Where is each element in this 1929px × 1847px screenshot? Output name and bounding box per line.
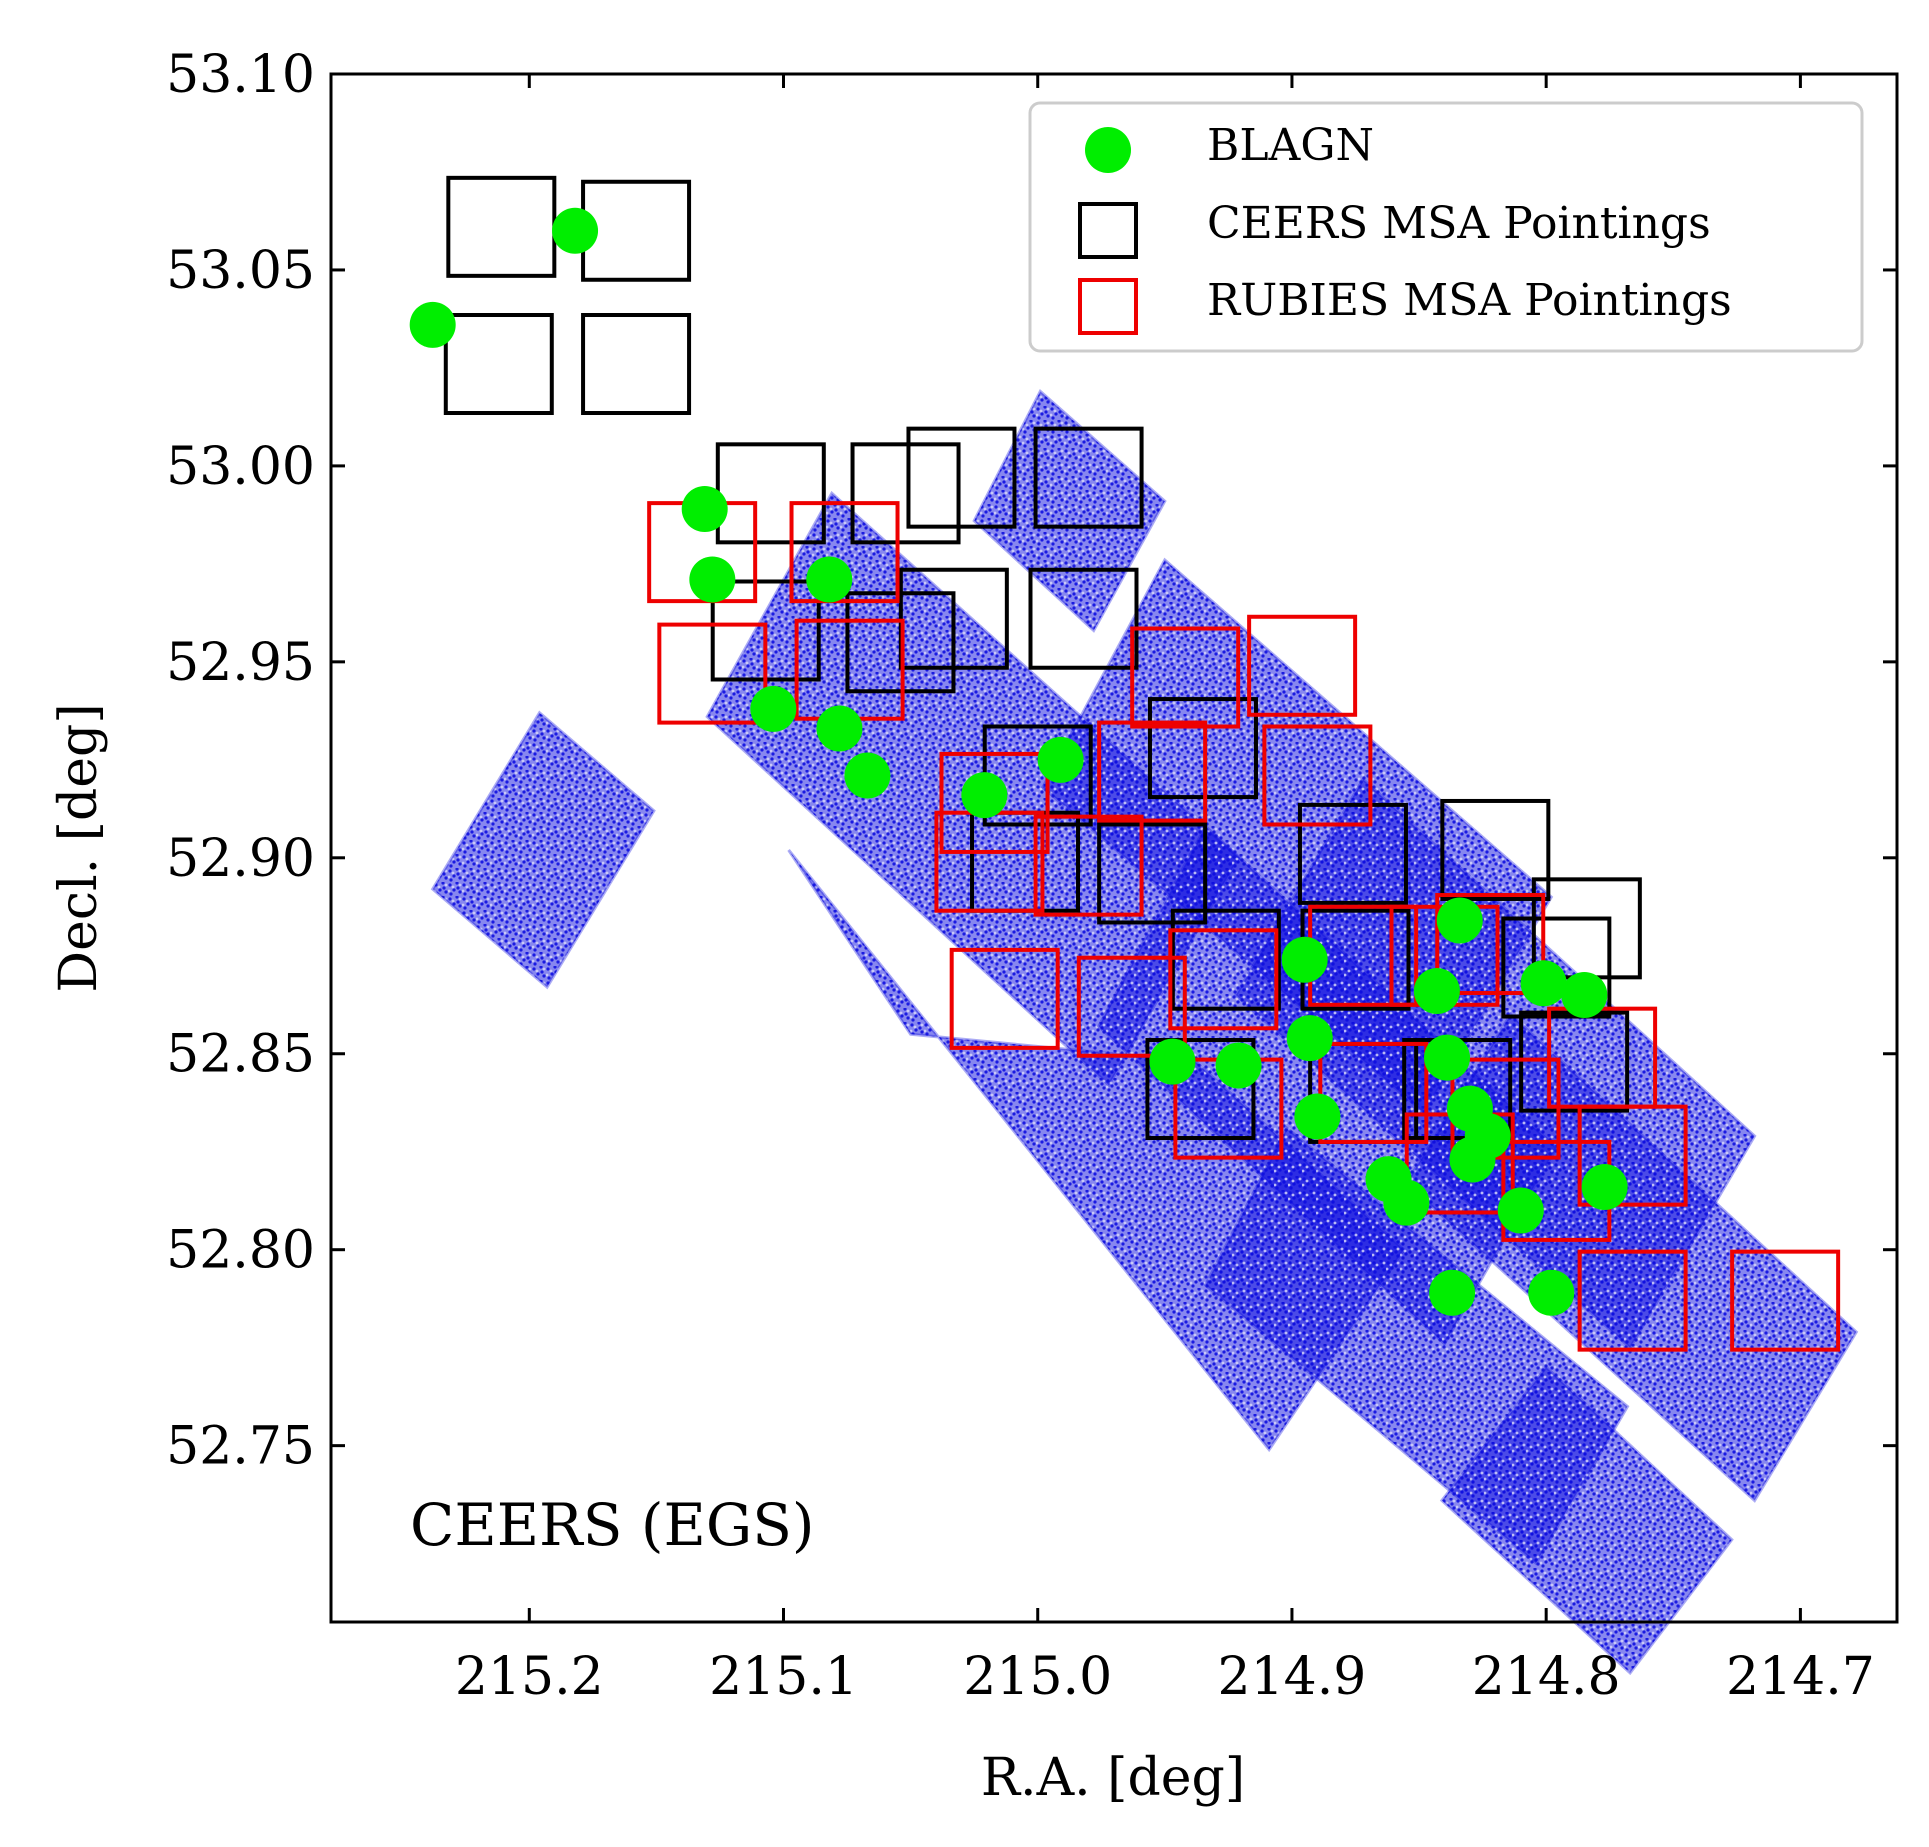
blagn-point [806,556,853,603]
rubies-msa-pointing [1130,626,1241,729]
blagn-point [1446,1085,1493,1132]
x-tick-label: 214.8 [1472,1647,1621,1707]
blagn-point [1294,1093,1341,1140]
rubies-msa-pointing [789,501,900,604]
rubies-msa-pointing [1033,814,1144,917]
legend-label-ceers: CEERS MSA Pointings [1207,198,1711,249]
blagn-point [961,772,1008,819]
blagn-point [1497,1187,1544,1234]
ceers-msa-pointing [1147,697,1258,800]
blagn-point [1215,1042,1262,1089]
x-axis-label: R.A. [deg] [981,1748,1245,1808]
legend-label-blagn: BLAGN [1207,120,1374,171]
blagn-point [1149,1038,1196,1085]
ceers-msa-pointing [1028,567,1139,670]
rubies-msa-pointing [1076,955,1187,1058]
y-axis-label: Decl. [deg] [49,703,109,992]
blagn-point [750,685,797,732]
rubies-msa-pointing [657,622,768,725]
ceers-msa-pointing [443,313,554,416]
y-tick-label: 53.10 [166,45,315,105]
rubies-msa-pointings [647,501,1841,1352]
y-tick-label: 52.95 [166,633,315,693]
imaging-footprint [430,388,1859,1676]
blagn-point [1561,971,1608,1018]
ceers-msa-pointing [1297,802,1408,905]
y-tick-label: 52.80 [166,1221,315,1281]
blagn-point [1286,1015,1333,1062]
x-tick-label: 214.9 [1218,1647,1367,1707]
rubies-msa-pointing [1247,614,1358,717]
blagn-point [1424,1034,1471,1081]
plot-frame [329,72,1899,1624]
ceers-msa-pointing [1145,1038,1256,1141]
blagn-points [409,207,1628,1316]
x-tick-label: 214.7 [1726,1647,1875,1707]
blagn-point [844,752,891,799]
blagn-point [409,301,456,348]
blagn-point [1383,1179,1430,1226]
blagn-point [1281,936,1328,983]
x-tick-label: 215.0 [963,1647,1112,1707]
blagn-point [681,486,728,533]
x-tick-label: 215.1 [709,1647,858,1707]
ceers-msa-pointing [906,426,1017,529]
ceers-msa-pointing [715,442,826,545]
ceers-msa-pointing [581,313,692,416]
rubies-msa-pointing [1577,1249,1688,1352]
rubies-msa-pointing [1577,1104,1688,1207]
blagn-point [1520,960,1567,1007]
legend-box [1028,101,1864,353]
blagn-point [1528,1269,1575,1316]
ceers-msa-pointing [1440,798,1551,901]
blagn-point [1037,736,1084,783]
rubies-msa-pointing [1435,893,1546,996]
legend: BLAGN CEERS MSA Pointings RUBIES MSA Poi… [1028,101,1864,353]
ceers-msa-pointing [1033,426,1144,529]
x-tick-label: 215.2 [455,1647,604,1707]
rubies-msa-pointing [1168,928,1279,1031]
y-tick-label: 53.05 [166,241,315,301]
ceers-msa-pointing [446,175,557,278]
blagn-point [1429,1269,1476,1316]
ceers-msa-pointing [1097,822,1208,925]
footprint-tile [430,710,656,990]
ceers-msa-pointing [581,179,692,282]
blagn-point [1436,897,1483,944]
rubies-msa-pointing [1262,724,1373,827]
legend-marker-ceers [1078,202,1138,259]
rubies-msa-pointing [1730,1249,1841,1352]
footprint-tile [1439,1365,1734,1676]
ceers-msa-pointing [850,442,961,545]
rubies-msa-pointing [939,751,1050,854]
blagn-point [689,556,736,603]
field-annotation: CEERS (EGS) [410,1491,815,1559]
blagn-point [816,705,863,752]
legend-marker-rubies [1078,278,1138,335]
ticks: 215.2 215.1 215.0 214.9 214.8 214.7 53.10 53.05… [166,45,1897,1707]
y-tick-label: 52.90 [166,829,315,889]
blagn-point [1581,1163,1628,1210]
y-tick-label: 53.00 [166,437,315,497]
legend-marker-blagn [1085,127,1131,173]
footprint-tile [1404,1012,1859,1503]
axes [329,72,1899,1624]
legend-label-rubies: RUBIES MSA Pointings [1207,275,1732,326]
blagn-point [552,207,599,254]
rubies-msa-pointing [949,947,1060,1050]
y-tick-label: 52.85 [166,1025,315,1085]
rubies-msa-pointing [1097,720,1208,823]
ceers-msa-pointing [1501,916,1612,1019]
rubies-msa-pointing [1318,1041,1429,1144]
y-tick-label: 52.75 [166,1417,315,1477]
blagn-point [1413,968,1460,1015]
